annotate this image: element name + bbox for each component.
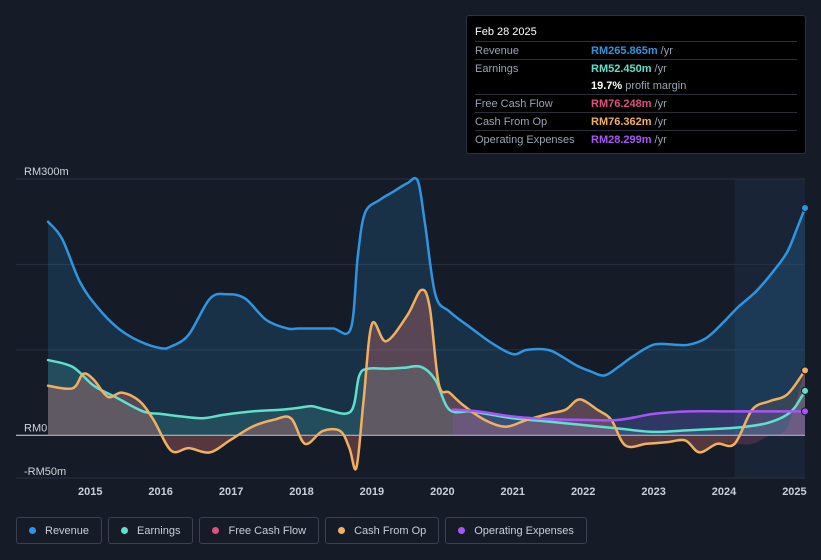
legend-label: Revenue: [45, 524, 90, 537]
y-axis-label: -RM50m: [24, 466, 66, 478]
tooltip-row-revenue: Revenue RM265.865m/yr: [475, 41, 797, 59]
x-axis-label: 2015: [78, 486, 102, 498]
tooltip-row-cash-from-op: Cash From Op RM76.362m/yr: [475, 112, 797, 130]
revenue-dot-icon: [29, 527, 36, 534]
tooltip-date: Feb 28 2025: [475, 26, 537, 38]
cash-from-op-line: [46, 288, 807, 471]
cash-from-op-area: [48, 289, 805, 470]
cash-from-op-dot-icon: [338, 527, 346, 534]
revenue-endpoint: [801, 204, 809, 213]
tooltip: Feb 28 2025 Revenue RM265.865m/yr Earnin…: [466, 15, 806, 154]
tooltip-label: Cash From Op: [475, 116, 548, 128]
tooltip-unit: /yr: [654, 134, 667, 146]
operating-expenses-line: [451, 408, 807, 422]
tooltip-value: RM52.450m: [591, 63, 652, 75]
free-cash-flow-area: [48, 289, 805, 470]
series-areas: [48, 178, 805, 470]
legend-item-earnings[interactable]: Earnings: [108, 517, 194, 544]
x-axis-labels: 2015 2016 2017 2018 2019 2020 2021 2022 2023 2024…: [78, 486, 807, 498]
free-cash-flow-dot-icon: [212, 527, 220, 534]
legend: Revenue Earnings Free Cash Flow Cash Fro…: [16, 517, 587, 544]
y-axis-labels: RM300m RM0 -RM50m: [24, 166, 69, 478]
x-axis-label: 2024: [712, 486, 737, 498]
earnings-area: [48, 360, 805, 436]
tooltip-row-operating-expenses: Operating Expenses RM28.299m/yr: [475, 130, 797, 148]
earnings-dot-icon: [121, 527, 129, 534]
legend-label: Earnings: [137, 524, 181, 537]
x-axis-label: 2019: [360, 486, 384, 498]
tooltip-row-free-cash-flow: Free Cash Flow RM76.248m/yr: [475, 94, 797, 112]
operating-expenses-endpoint: [801, 407, 809, 416]
y-axis-label: RM0: [24, 422, 47, 434]
tooltip-value: RM265.865m: [591, 45, 658, 57]
x-axis-label: 2016: [148, 486, 172, 498]
tooltip-unit: profit margin: [625, 80, 687, 92]
x-axis-label: 2022: [571, 486, 595, 498]
tooltip-label: Operating Expenses: [475, 134, 575, 146]
revenue-area: [48, 178, 805, 436]
tooltip-value: RM28.299m: [591, 134, 652, 146]
legend-label: Free Cash Flow: [228, 524, 307, 537]
y-axis-label: RM300m: [24, 166, 69, 178]
tooltip-value: RM76.248m: [591, 98, 652, 110]
legend-item-operating-expenses[interactable]: Operating Expenses: [445, 517, 587, 544]
cash-from-op-endpoint: [801, 366, 809, 375]
operating-expenses-dot-icon: [458, 527, 466, 534]
tooltip-unit: /yr: [654, 63, 667, 75]
tooltip-row-earnings: Earnings RM52.450m/yr: [475, 59, 797, 77]
earnings-endpoint: [801, 386, 809, 395]
tooltip-value: 19.7%: [591, 80, 623, 92]
legend-item-free-cash-flow[interactable]: Free Cash Flow: [199, 517, 320, 544]
x-axis-label: 2025: [782, 486, 806, 498]
series-lines: [46, 176, 807, 471]
x-axis-label: 2020: [430, 486, 454, 498]
x-axis-label: 2023: [641, 486, 665, 498]
earnings-line: [46, 358, 807, 434]
tooltip-unit: /yr: [654, 98, 667, 110]
legend-label: Operating Expenses: [474, 524, 574, 537]
legend-label: Cash From Op: [354, 524, 427, 537]
tooltip-label: Earnings: [475, 63, 519, 75]
tooltip-label: Free Cash Flow: [475, 98, 553, 110]
series-endpoints: [801, 204, 809, 416]
tooltip-label: [475, 78, 591, 94]
gridlines: [16, 178, 805, 479]
tooltip-label: Revenue: [475, 45, 520, 57]
legend-item-revenue[interactable]: Revenue: [16, 517, 103, 544]
forecast-region: [734, 179, 805, 478]
legend-item-cash-from-op[interactable]: Cash From Op: [325, 517, 440, 544]
tooltip-unit: /yr: [654, 116, 667, 128]
tooltip-value: RM76.362m: [591, 116, 652, 128]
x-axis-label: 2017: [219, 486, 243, 498]
x-axis-label: 2021: [501, 486, 525, 498]
tooltip-unit: /yr: [660, 45, 673, 57]
forecast-band: [734, 179, 805, 478]
revenue-line: [46, 176, 807, 377]
tooltip-row-profit-margin: 19.7% profit margin: [475, 77, 797, 94]
x-axis-label: 2018: [289, 486, 313, 498]
